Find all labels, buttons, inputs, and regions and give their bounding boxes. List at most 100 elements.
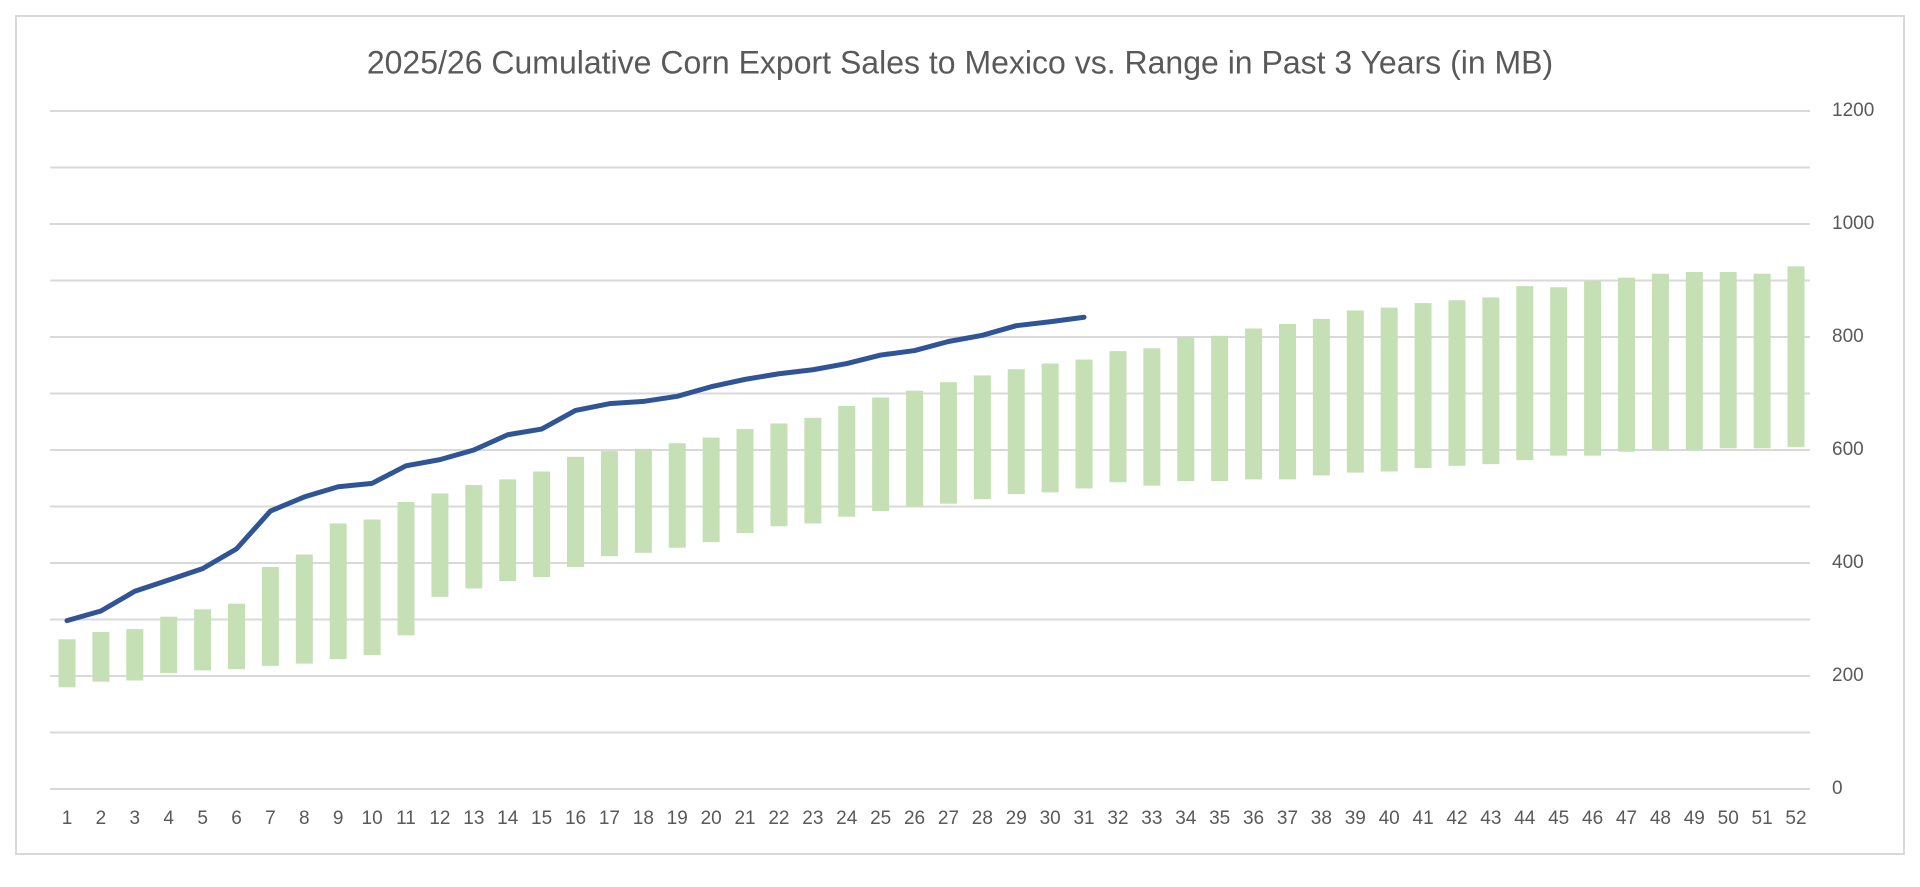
line-series (64, 314, 1087, 624)
x-tick-label: 26 (904, 808, 925, 829)
y-tick-label: 400 (1832, 552, 1864, 573)
x-tick-label: 41 (1413, 808, 1434, 829)
range-bar (1651, 273, 1669, 450)
range-bar (194, 609, 212, 671)
x-tick-label: 40 (1379, 808, 1400, 829)
range-bar (1380, 307, 1398, 472)
range-bar (939, 382, 957, 504)
range-bar (465, 485, 483, 589)
x-tick-label: 46 (1582, 808, 1603, 829)
x-tick-label: 47 (1616, 808, 1637, 829)
range-bar (329, 523, 347, 660)
x-tick-label: 45 (1548, 808, 1569, 829)
x-tick-label: 20 (701, 808, 722, 829)
x-tick-label: 38 (1311, 808, 1332, 829)
x-tick-label: 27 (938, 808, 959, 829)
range-bar (363, 519, 381, 656)
range-bar (838, 405, 856, 517)
y-tick-label: 800 (1832, 326, 1864, 347)
range-bar (160, 616, 178, 674)
range-bar (1414, 303, 1432, 469)
range-bar (1685, 272, 1703, 450)
x-tick-label: 37 (1277, 808, 1298, 829)
x-tick-label: 32 (1107, 808, 1128, 829)
range-bar (1787, 266, 1805, 448)
x-tick-label: 34 (1175, 808, 1197, 829)
x-tick-label: 8 (299, 808, 310, 829)
x-tick-label: 15 (531, 808, 552, 829)
range-bar (295, 554, 313, 664)
range-bar (1007, 369, 1025, 495)
x-tick-label: 35 (1209, 808, 1230, 829)
range-bar (1346, 310, 1364, 473)
x-tick-label: 9 (333, 808, 344, 829)
x-tick-label: 19 (667, 808, 688, 829)
x-tick-label: 28 (972, 808, 993, 829)
range-bar (736, 429, 754, 534)
range-bar (1753, 273, 1771, 449)
range-bar (228, 603, 246, 670)
range-bar (1584, 280, 1602, 456)
range-bar (1312, 318, 1330, 476)
x-tick-label: 4 (163, 808, 174, 829)
range-bar (1143, 348, 1161, 486)
y-tick-label: 0 (1832, 778, 1843, 799)
x-tick-label: 2 (96, 808, 107, 829)
range-bar (1245, 328, 1263, 480)
x-tick-label: 43 (1480, 808, 1501, 829)
x-tick-label: 13 (463, 808, 484, 829)
range-bar (872, 397, 890, 512)
range-bar (533, 471, 551, 578)
x-tick-label: 12 (429, 808, 450, 829)
x-tick-label: 49 (1684, 808, 1705, 829)
range-bar (804, 417, 822, 524)
y-tick-label: 1200 (1832, 100, 1874, 121)
range-bar (92, 631, 110, 682)
range-bar (770, 423, 788, 527)
range-bar (1617, 277, 1635, 452)
range-bar (634, 448, 652, 553)
chart-title: 2025/26 Cumulative Corn Export Sales to … (367, 44, 1553, 80)
y-tick-label: 1000 (1832, 213, 1874, 234)
x-tick-label: 50 (1718, 808, 1739, 829)
range-bar (126, 629, 144, 681)
x-tick-label: 30 (1040, 808, 1061, 829)
x-tick-label: 3 (130, 808, 141, 829)
x-tick-label: 6 (231, 808, 242, 829)
x-tick-label: 44 (1514, 808, 1536, 829)
x-tick-label: 10 (362, 808, 383, 829)
x-tick-label: 39 (1345, 808, 1366, 829)
range-bar (973, 375, 991, 500)
range-bar (567, 456, 585, 567)
x-tick-label: 11 (396, 808, 416, 829)
x-tick-label: 16 (565, 808, 586, 829)
x-tick-label: 42 (1446, 808, 1467, 829)
range-bar (1719, 272, 1737, 449)
x-tick-label: 48 (1650, 808, 1671, 829)
x-tick-label: 51 (1752, 808, 1773, 829)
range-bar (58, 639, 76, 688)
y-tick-label: 600 (1832, 439, 1864, 460)
range-bar (600, 451, 618, 557)
range-bar (1448, 300, 1466, 466)
range-bar (668, 443, 686, 548)
range-bar (906, 390, 924, 507)
x-tick-label: 33 (1141, 808, 1162, 829)
range-bar (1041, 363, 1059, 493)
range-bar (1075, 359, 1093, 489)
range-bar (1482, 297, 1500, 465)
range-bar (1550, 287, 1568, 456)
x-tick-label: 52 (1785, 808, 1806, 829)
x-tick-label: 25 (870, 808, 891, 829)
x-tick-label: 18 (633, 808, 654, 829)
x-tick-label: 17 (599, 808, 620, 829)
range-bar (1109, 351, 1127, 483)
x-tick-label: 29 (1006, 808, 1027, 829)
range-bar (1516, 286, 1534, 461)
x-tick-label: 21 (734, 808, 755, 829)
range-bar (702, 437, 720, 543)
range-bar (1211, 335, 1229, 482)
x-tick-label: 1 (62, 808, 73, 829)
range-bar (431, 493, 449, 597)
